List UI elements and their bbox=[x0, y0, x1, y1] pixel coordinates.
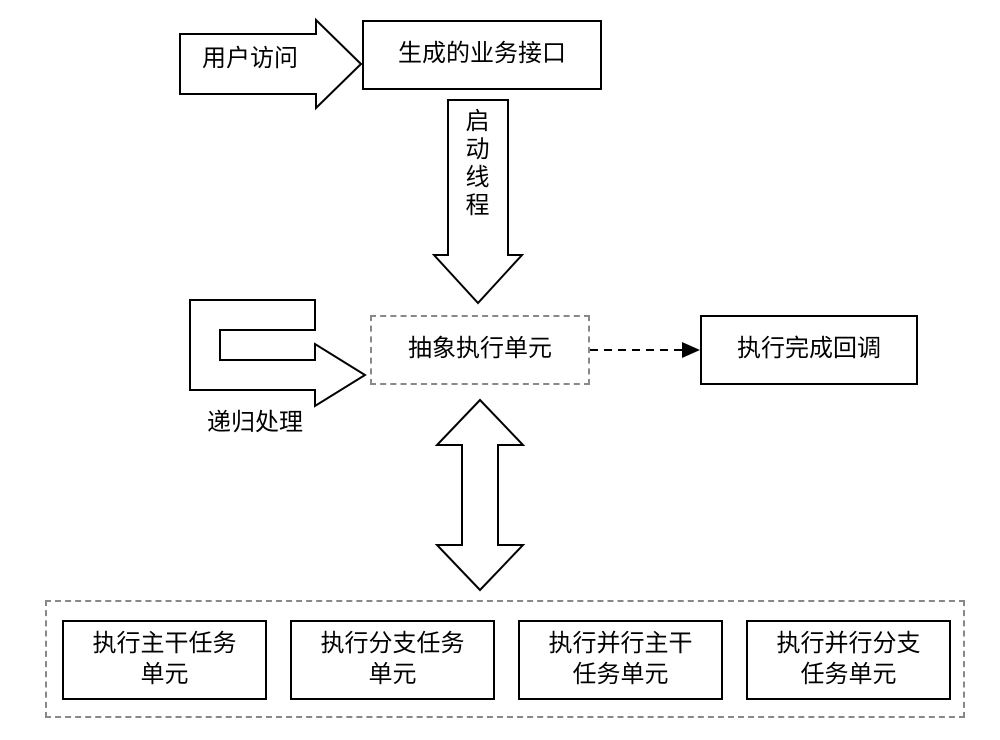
generated-interface-box: 生成的业务接口 bbox=[362, 20, 602, 90]
task-parallel-main-label: 执行并行主干 任务单元 bbox=[549, 629, 693, 691]
task-main-label: 执行主干任务 单元 bbox=[93, 629, 237, 691]
task-parallel-main-box: 执行并行主干 任务单元 bbox=[518, 620, 723, 700]
user-access-label: 用户访问 bbox=[190, 38, 310, 73]
generated-interface-label: 生成的业务接口 bbox=[398, 39, 566, 70]
abstract-exec-unit-label: 抽象执行单元 bbox=[408, 334, 552, 365]
recursion-label: 递归处理 bbox=[190, 402, 320, 437]
recursion-arrow bbox=[190, 300, 370, 405]
task-parallel-branch-box: 执行并行分支 任务单元 bbox=[746, 620, 951, 700]
task-parallel-branch-label: 执行并行分支 任务单元 bbox=[777, 629, 921, 691]
dashed-arrow bbox=[590, 338, 702, 362]
diagram-canvas: 用户访问 生成的业务接口 启动线程 递归处理 抽象执行单元 执行完成回调 执行主… bbox=[0, 0, 1000, 740]
start-thread-label: 启动线程 bbox=[466, 108, 492, 220]
abstract-exec-unit-box: 抽象执行单元 bbox=[370, 315, 590, 385]
task-branch-box: 执行分支任务 单元 bbox=[290, 620, 495, 700]
double-arrow bbox=[435, 400, 525, 590]
task-branch-label: 执行分支任务 单元 bbox=[321, 629, 465, 691]
callback-label: 执行完成回调 bbox=[737, 334, 881, 365]
callback-box: 执行完成回调 bbox=[700, 315, 918, 385]
task-main-box: 执行主干任务 单元 bbox=[62, 620, 267, 700]
